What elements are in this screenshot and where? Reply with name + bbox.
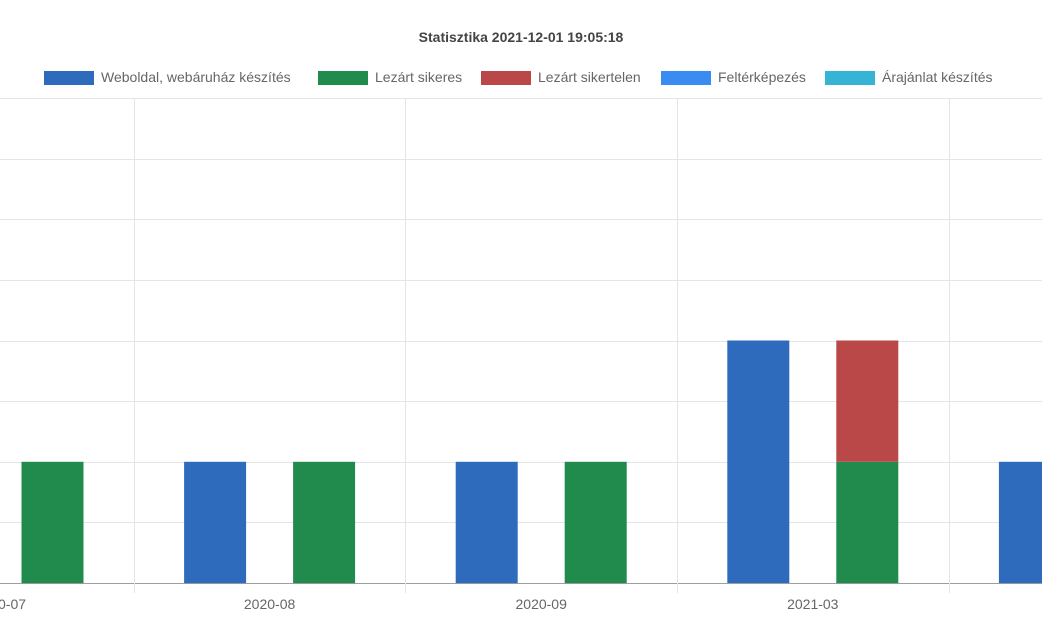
x-tick-label: 2020-09	[516, 596, 568, 612]
chart-title: Statisztika 2021-12-01 19:05:18	[418, 29, 624, 45]
legend-label-felterkepezes: Feltérképezés	[718, 69, 806, 85]
x-tick-label: 2020-08	[244, 596, 296, 612]
legend-label-weboldal: Weboldal, webáruház készítés	[101, 69, 291, 85]
x-tick-label: 0-07	[0, 596, 26, 612]
bar-weboldal-web-ruh-z-k-sz-t-s-3[interactable]	[727, 340, 790, 584]
bar-weboldal-web-ruh-z-k-sz-t-s-4[interactable]	[998, 461, 1042, 584]
legend: Weboldal, webáruház készítés Lezárt sike…	[0, 68, 1042, 90]
bar-lez-rt-sikeres-1[interactable]	[293, 461, 356, 584]
legend-swatch-weboldal	[44, 71, 94, 85]
legend-label-lezart-sikertelen: Lezárt sikertelen	[538, 69, 641, 85]
x-tick-label: 2021-03	[787, 596, 839, 612]
legend-swatch-arajanlat	[825, 71, 875, 85]
bar-lez-rt-sikeres-0[interactable]	[21, 461, 84, 584]
bar-lez-rt-sikertelen-3[interactable]	[836, 340, 899, 462]
legend-swatch-lezart-sikeres	[318, 71, 368, 85]
legend-swatch-felterkepezes	[661, 71, 711, 85]
legend-label-arajanlat: Árajánlat készítés	[882, 69, 993, 85]
legend-label-lezart-sikeres: Lezárt sikeres	[375, 69, 463, 85]
bar-weboldal-web-ruh-z-k-sz-t-s-2[interactable]	[455, 461, 518, 584]
legend-swatch-lezart-sikertelen	[481, 71, 531, 85]
bar-lez-rt-sikeres-2[interactable]	[564, 461, 627, 584]
bar-lez-rt-sikeres-3[interactable]	[836, 461, 899, 584]
bar-weboldal-web-ruh-z-k-sz-t-s-1[interactable]	[184, 461, 247, 584]
